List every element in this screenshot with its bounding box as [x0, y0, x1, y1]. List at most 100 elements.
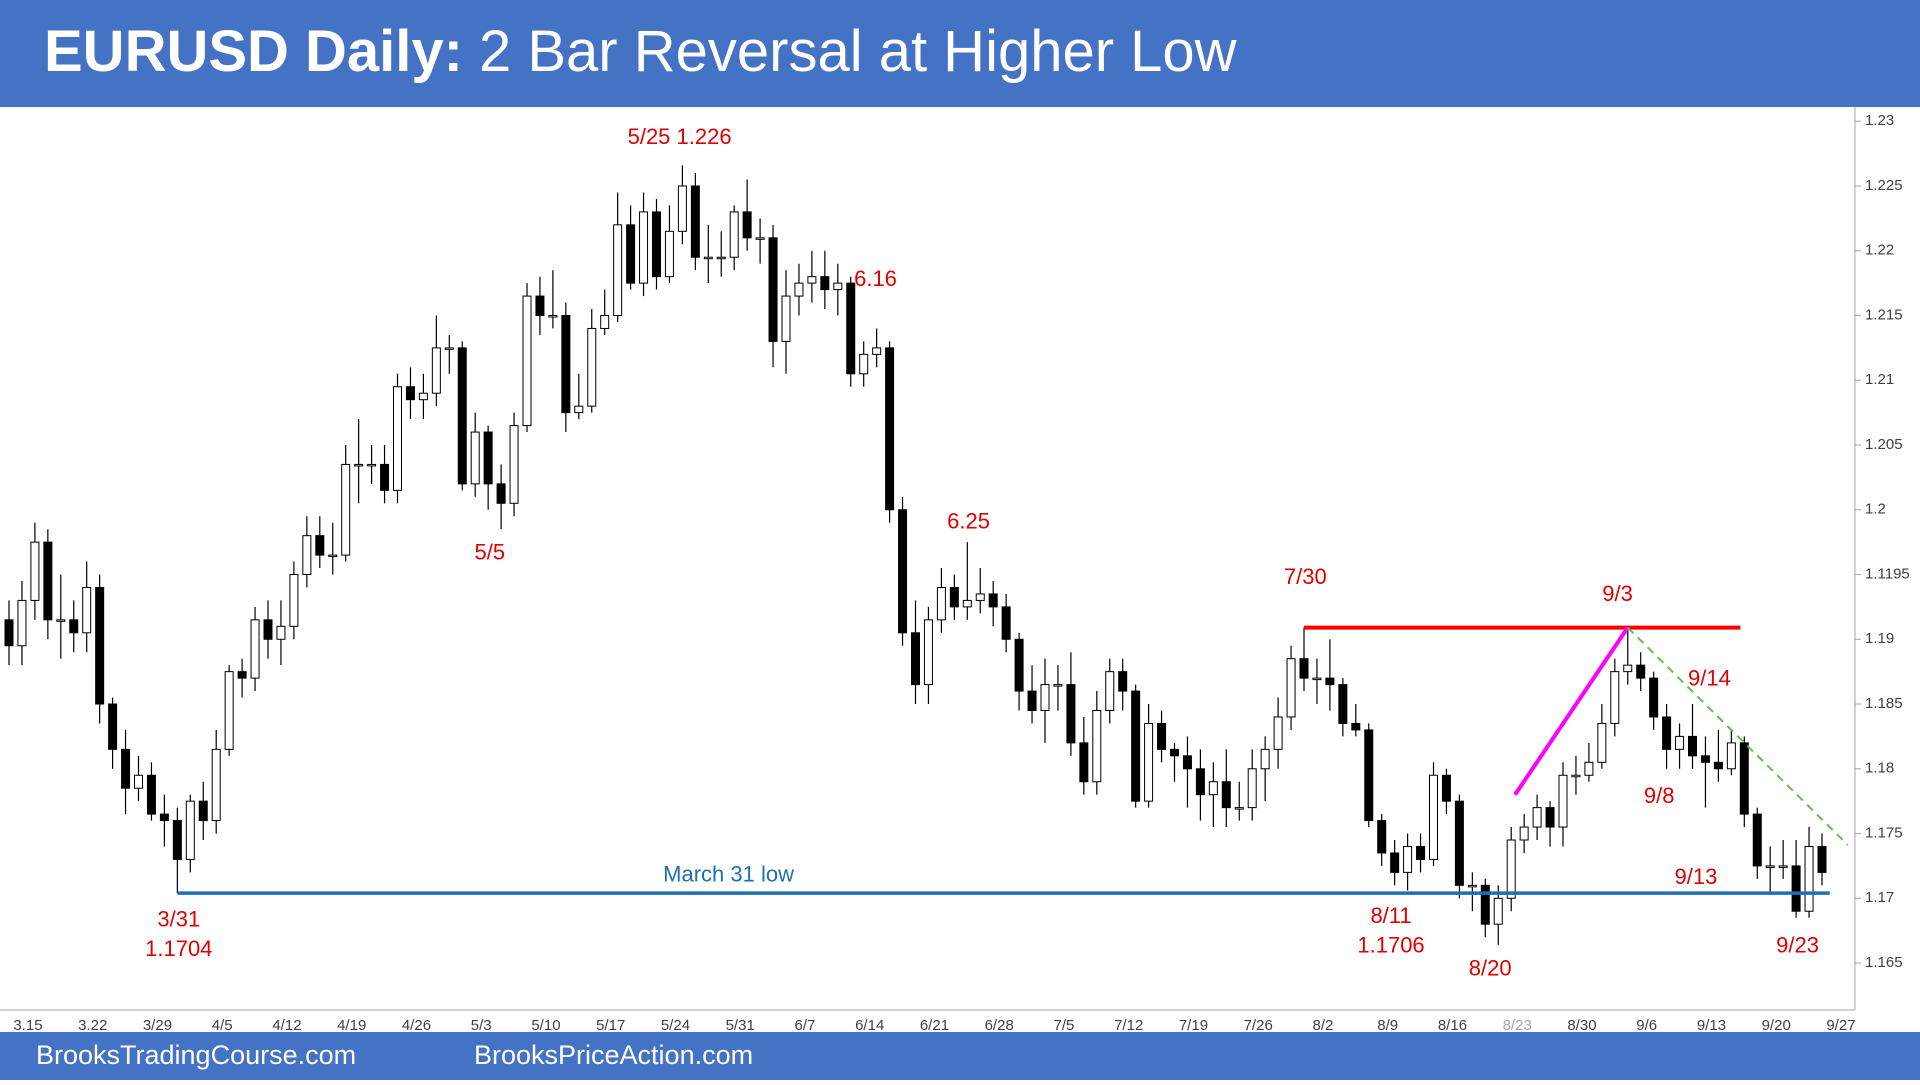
candle-body: [1571, 774, 1581, 778]
y-tick-label: 1.1195: [1865, 565, 1910, 582]
candle-body: [1066, 684, 1076, 744]
candle-body: [82, 586, 92, 634]
candle-body: [1454, 800, 1464, 886]
annotation: 9/3: [1602, 581, 1633, 606]
candle-body: [1519, 826, 1529, 841]
candle-body: [354, 463, 364, 467]
x-tick-label: 5/3: [471, 1017, 492, 1034]
candle-body: [1688, 735, 1697, 757]
y-tick-label: 1.17: [1865, 889, 1894, 906]
title-bold: EURUSD Daily:: [44, 19, 463, 84]
candle-body: [1195, 768, 1205, 796]
candle-body: [807, 276, 817, 284]
y-tick-label: 1.175: [1865, 824, 1903, 841]
candle-body: [1545, 807, 1555, 828]
candle-body: [820, 276, 830, 291]
candle-body: [289, 574, 299, 627]
candle-body: [444, 347, 454, 350]
candle-body: [1208, 781, 1218, 796]
candle-body: [380, 463, 390, 491]
x-tick-label: 9/6: [1636, 1017, 1657, 1034]
candle-body: [95, 586, 105, 705]
candle-body: [263, 619, 273, 640]
candle-body: [703, 256, 713, 260]
candle-body: [172, 820, 182, 860]
candle-body: [328, 554, 338, 558]
candle-body: [742, 211, 752, 239]
candle-body: [574, 405, 584, 414]
candle-body: [587, 327, 597, 407]
candle-body: [690, 185, 700, 258]
candle-body: [367, 463, 377, 467]
x-tick-label: 6/28: [985, 1017, 1014, 1034]
candle-body: [859, 353, 869, 375]
candle-body: [4, 619, 14, 647]
candle-body: [898, 509, 908, 634]
candle-body: [431, 347, 441, 394]
candle-body: [1273, 716, 1283, 750]
x-tick-label: 9/20: [1762, 1017, 1791, 1034]
x-tick-label: 3.15: [13, 1017, 42, 1034]
candle-body: [1804, 845, 1814, 912]
candle-body: [975, 593, 985, 601]
y-tick-label: 1.225: [1865, 177, 1903, 194]
candle-body: [69, 619, 79, 634]
channel-line: [1627, 626, 1849, 846]
candle-body: [1325, 677, 1335, 686]
x-tick-label: 4/5: [212, 1017, 233, 1034]
candle-body: [1403, 845, 1413, 873]
candle-body: [729, 211, 739, 258]
candle-body: [1351, 722, 1361, 731]
x-tick-label: 5/17: [596, 1017, 625, 1034]
candle-body: [768, 237, 778, 342]
candle-body: [1441, 774, 1451, 802]
candle-body: [250, 619, 260, 679]
candle-body: [211, 748, 221, 822]
candle-body: [872, 347, 882, 355]
candle-body: [237, 671, 247, 679]
candle-body: [315, 535, 325, 556]
x-tick-label: 5/10: [531, 1017, 560, 1034]
candle-body: [1778, 865, 1788, 868]
x-tick-label: 6/7: [795, 1017, 816, 1034]
x-tick-label: 4/19: [337, 1017, 366, 1034]
x-tick-label: 9/27: [1826, 1017, 1855, 1034]
y-tick-label: 1.19: [1865, 630, 1894, 647]
candle-body: [1791, 865, 1801, 912]
candle-body: [1131, 690, 1141, 802]
x-tick-label: 7/5: [1054, 1017, 1075, 1034]
x-tick-label: 7/12: [1114, 1017, 1143, 1034]
candle-body: [470, 431, 480, 485]
candle-body: [1532, 807, 1542, 828]
x-tick-label: 3.22: [78, 1017, 107, 1034]
candle-body: [1752, 813, 1762, 867]
trend-line: [1513, 626, 1630, 796]
candle-body: [1649, 677, 1659, 718]
chart-title: EURUSD Daily: 2 Bar Reversal at Higher Lo…: [44, 19, 1238, 84]
y-tick-label: 1.21: [1865, 371, 1894, 388]
annotation: 1.1704: [145, 936, 212, 961]
y-tick-label: 1.185: [1865, 695, 1903, 712]
candle-body: [43, 541, 53, 621]
candle-body: [1493, 897, 1503, 925]
y-tick-label: 1.22: [1865, 242, 1894, 259]
candle-body: [1726, 742, 1736, 770]
candle-body: [1623, 664, 1633, 673]
candle-body: [677, 185, 687, 232]
candle-body: [885, 347, 895, 511]
candle-body: [224, 671, 234, 750]
candle-body: [1558, 774, 1568, 828]
annotation: 6.25: [947, 509, 990, 534]
x-tick-label: 8/23: [1503, 1017, 1532, 1034]
candle-body: [1040, 684, 1050, 711]
candle-body: [1144, 722, 1154, 802]
candle-body: [1221, 781, 1231, 809]
candle-body: [949, 586, 959, 608]
x-tick-label: 3/29: [143, 1017, 172, 1034]
candle-body: [535, 295, 545, 317]
candle-body: [405, 386, 415, 401]
candle-body: [911, 632, 920, 686]
title-rest: 2 Bar Reversal at Higher Low: [479, 19, 1238, 84]
x-tick-label: 5/24: [661, 1017, 690, 1034]
